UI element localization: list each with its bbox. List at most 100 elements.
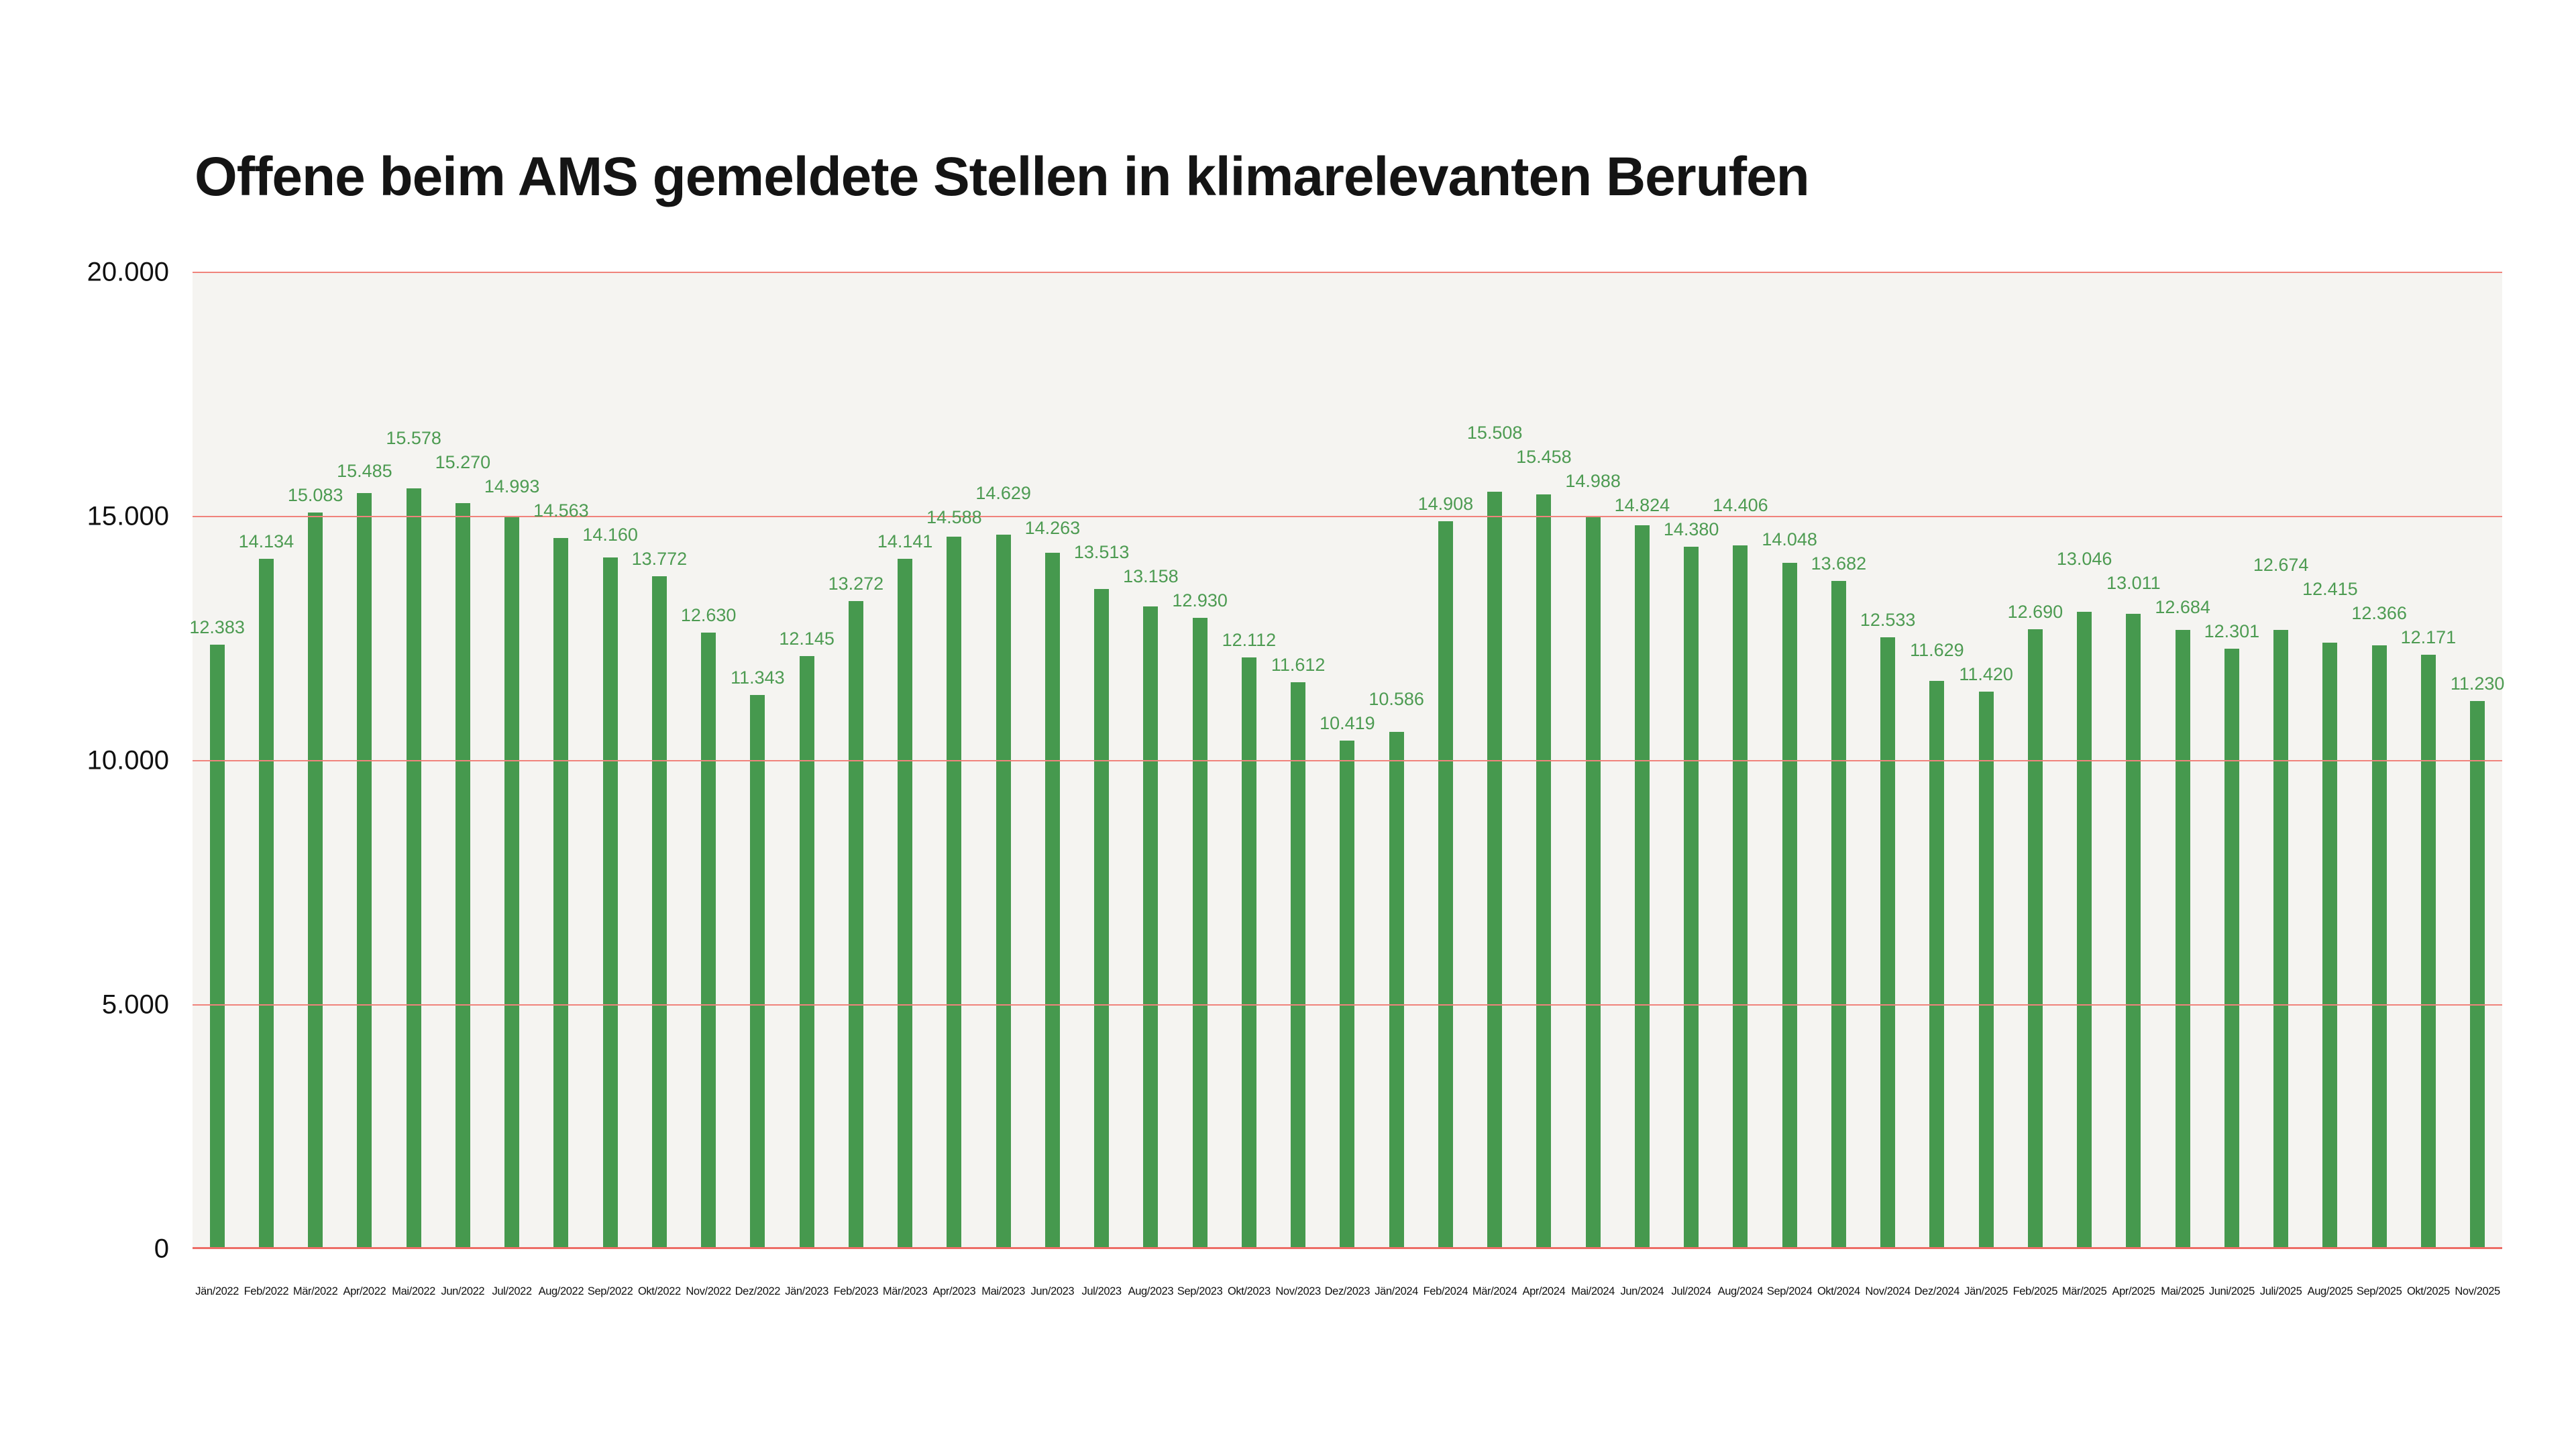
bar-value-label: 12.674 xyxy=(2253,555,2309,575)
x-axis-tick-label: Sep/2022 xyxy=(587,1285,633,1297)
bar-value-label: 15.508 xyxy=(1466,423,1523,443)
bar xyxy=(504,517,520,1249)
bar xyxy=(1044,552,1060,1249)
x-axis-tick-label: Aug/2023 xyxy=(1128,1285,1174,1297)
bar-column: 12.112 xyxy=(1222,272,1276,1249)
bar-value-label: 12.301 xyxy=(2204,621,2260,641)
plot-area: 12.383 14.134 15.083 15.485 15.578 15.270 14.9… xyxy=(189,272,2505,1249)
bar-value-label: 11.629 xyxy=(1910,639,1964,660)
x-axis-tick-label: Sep/2025 xyxy=(2356,1285,2402,1297)
bar-column: 12.171 xyxy=(2401,272,2456,1249)
x-axis-tick-label: Nov/2023 xyxy=(1275,1285,1321,1297)
x-axis-tick-label: Dez/2024 xyxy=(1914,1285,1960,1297)
bar-value-label: 14.908 xyxy=(1417,493,1474,514)
bar-value-label: 14.629 xyxy=(975,482,1031,503)
x-axis-tick-label: Jun/2022 xyxy=(441,1285,485,1297)
bar xyxy=(2027,629,2043,1249)
bar-column: 13.272 xyxy=(828,272,883,1249)
bar-value-label: 11.420 xyxy=(1959,663,2013,684)
bar xyxy=(1143,606,1159,1249)
x-axis-tick-label: Dez/2022 xyxy=(735,1285,781,1297)
bar-column: 12.930 xyxy=(1172,272,1228,1249)
bar xyxy=(258,559,274,1249)
bar-value-label: 14.563 xyxy=(533,500,589,521)
x-axis-tick-label: Apr/2025 xyxy=(2112,1285,2155,1297)
x-axis-tick-label: Aug/2022 xyxy=(538,1285,584,1297)
chart-title: Offene beim AMS gemeldete Stellen in kli… xyxy=(195,146,1810,207)
x-axis-tick-label: Okt/2025 xyxy=(2406,1285,2450,1297)
bar-column: 14.629 xyxy=(975,272,1031,1249)
bar-column: 11.343 xyxy=(731,272,785,1249)
bar-column: 15.578 xyxy=(386,272,441,1249)
x-axis-tick-label: Jul/2023 xyxy=(1081,1285,1122,1297)
bar xyxy=(1536,494,1552,1249)
bar-column: 12.630 xyxy=(681,272,736,1249)
gridline xyxy=(193,516,2502,517)
x-axis-tick-label: Mai/2022 xyxy=(392,1285,435,1297)
bar-value-label: 14.141 xyxy=(877,531,933,551)
bar-value-label: 14.588 xyxy=(926,506,982,527)
bars-container: 12.383 14.134 15.083 15.485 15.578 15.270 14.9… xyxy=(189,272,2505,1249)
bar-value-label: 12.533 xyxy=(1860,609,1916,630)
x-axis-tick-label: Sep/2024 xyxy=(1766,1285,1813,1297)
x-axis-tick-label: Nov/2024 xyxy=(1865,1285,1911,1297)
bar-value-label: 15.458 xyxy=(1516,447,1572,468)
bar-column: 11.629 xyxy=(1910,272,1964,1249)
gridline xyxy=(193,1004,2502,1006)
x-axis-baseline xyxy=(193,1247,2502,1249)
x-axis-tick-label: Dez/2023 xyxy=(1324,1285,1371,1297)
x-axis-tick-label: Jul/2022 xyxy=(492,1285,533,1297)
bar-column: 13.011 xyxy=(2106,272,2161,1249)
bar-column: 14.908 xyxy=(1418,272,1473,1249)
bar xyxy=(1094,589,1110,1249)
bar-column: 12.301 xyxy=(2204,272,2259,1249)
bar-value-label: 12.930 xyxy=(1172,590,1228,610)
y-axis: 20.000 15.000 10.000 5.000 0 xyxy=(0,258,169,1264)
x-axis-tick-label: Nov/2025 xyxy=(2455,1285,2500,1297)
y-axis-tick-label: 15.000 xyxy=(87,501,169,531)
bar-value-label: 12.684 xyxy=(2155,596,2210,617)
bar xyxy=(209,644,225,1249)
y-axis-tick-label: 0 xyxy=(154,1234,169,1264)
bar-column: 11.230 xyxy=(2450,272,2505,1249)
bar-value-label: 12.690 xyxy=(2007,602,2063,623)
bar xyxy=(1389,732,1404,1249)
bar-column: 14.141 xyxy=(877,272,932,1249)
bar-column: 12.415 xyxy=(2302,272,2358,1249)
x-axis-tick-label: Feb/2022 xyxy=(244,1285,289,1297)
bar xyxy=(651,576,667,1249)
bar xyxy=(2371,645,2387,1249)
bar-value-label: 14.263 xyxy=(1024,517,1081,538)
bar-value-label: 14.048 xyxy=(1762,529,1817,549)
bar-value-label: 11.230 xyxy=(2450,673,2505,694)
bar xyxy=(2322,643,2338,1249)
bar xyxy=(701,632,716,1249)
x-axis-tick-label: Aug/2025 xyxy=(2307,1285,2353,1297)
x-axis-tick-label: Feb/2025 xyxy=(2012,1285,2058,1297)
x-axis-tick-label: Mär/2023 xyxy=(882,1285,928,1297)
x-axis-tick-label: Mär/2025 xyxy=(2061,1285,2107,1297)
x-axis-tick-label: Jän/2023 xyxy=(785,1285,828,1297)
bar-value-label: 10.419 xyxy=(1320,712,1375,733)
y-axis-tick-label: 10.000 xyxy=(87,745,169,775)
bar-value-label: 12.383 xyxy=(189,616,245,637)
bar-column: 12.684 xyxy=(2155,272,2210,1249)
bar xyxy=(947,537,962,1249)
x-axis-tick-label: Jun/2023 xyxy=(1030,1285,1075,1297)
bar xyxy=(1733,545,1748,1249)
bar xyxy=(2273,630,2289,1249)
x-axis-tick-label: Apr/2023 xyxy=(932,1285,976,1297)
bar xyxy=(1782,563,1797,1249)
bar-value-label: 12.112 xyxy=(1222,630,1277,651)
bar-value-label: 12.630 xyxy=(680,604,737,625)
x-axis-tick-label: Okt/2024 xyxy=(1817,1285,1860,1297)
bar xyxy=(1487,492,1503,1249)
x-axis-tick-label: Apr/2022 xyxy=(343,1285,386,1297)
bar xyxy=(2126,613,2141,1249)
x-axis-tick-label: Jän/2022 xyxy=(195,1285,239,1297)
x-axis-tick-label: Jän/2025 xyxy=(1964,1285,2008,1297)
bar-column: 12.145 xyxy=(779,272,835,1249)
bar xyxy=(553,537,569,1249)
bar-value-label: 14.380 xyxy=(1663,519,1719,540)
bar-column: 12.674 xyxy=(2253,272,2308,1249)
